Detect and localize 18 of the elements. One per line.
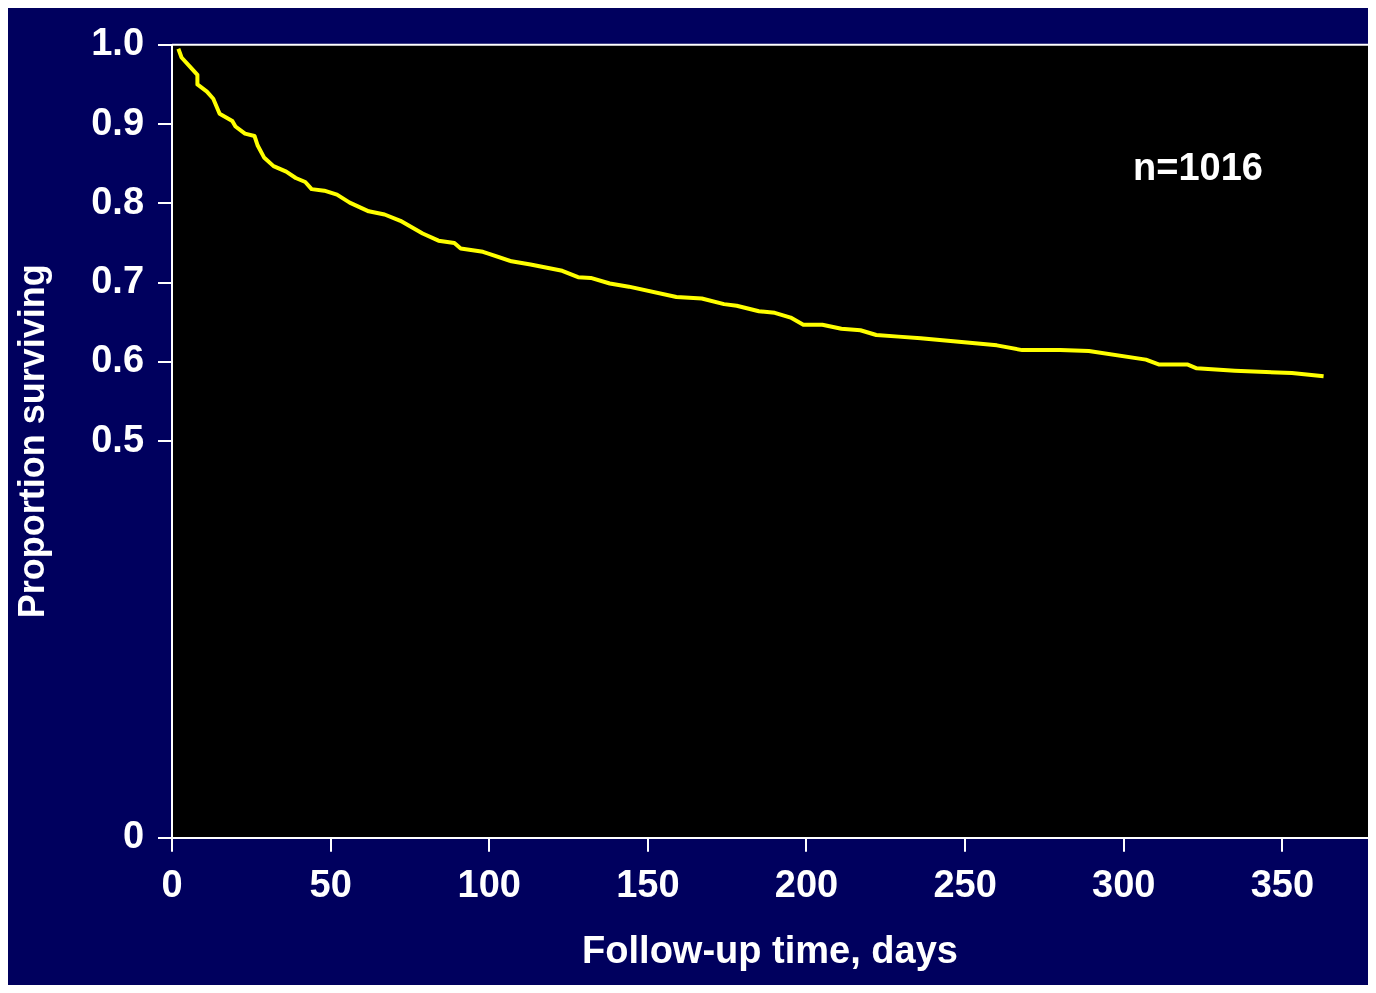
y-tick-label: 0.6 (91, 338, 145, 381)
x-tick-label: 150 (616, 863, 680, 906)
y-tick-label: 0.8 (91, 179, 145, 222)
y-tick-label: 0.7 (91, 259, 145, 302)
y-tick-label: 0.9 (91, 100, 145, 143)
y-axis-title: Proportion surviving (10, 264, 52, 619)
x-tick-label: 50 (309, 863, 352, 906)
x-tick-label: 250 (933, 863, 997, 906)
annotation: n=1016 (1133, 146, 1263, 189)
x-tick-label: 200 (774, 863, 839, 906)
x-axis-title: Follow-up time, days (582, 928, 958, 971)
x-tick-label: 350 (1250, 863, 1315, 906)
x-tick-label: 300 (1092, 863, 1156, 906)
y-tick-label: 0 (122, 814, 145, 857)
y-tick-label: 0.5 (91, 417, 145, 460)
x-tick-label: 100 (457, 863, 521, 906)
y-tick-label: 1.0 (91, 21, 145, 64)
x-tick-label: 0 (161, 863, 183, 906)
